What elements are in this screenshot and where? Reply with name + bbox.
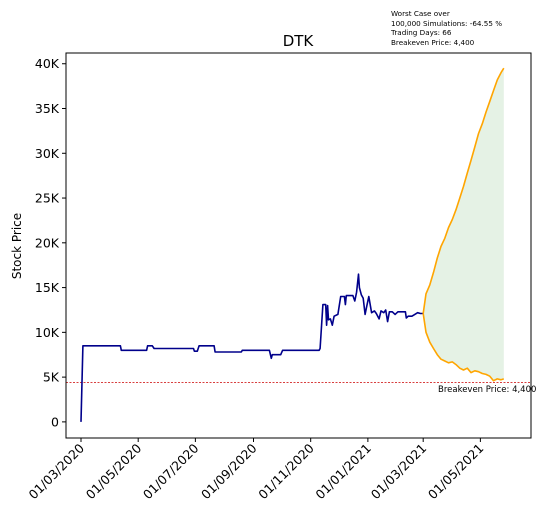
annotation-line-2: 100,000 Simulations: -64.55 % [391, 18, 503, 28]
annotation-line-4: Breakeven Price: 4,400 [391, 37, 475, 47]
y-tick-label: 20K [35, 235, 60, 250]
y-axis-label: Stock Price [10, 213, 24, 279]
chart-title: DTK [283, 32, 315, 50]
x-tick-label: 01/03/2021 [368, 441, 430, 503]
plot-layer [66, 67, 531, 422]
y-tick-label: 30K [35, 146, 60, 161]
y-tick-label: 35K [35, 101, 60, 116]
breakeven-label: Breakeven Price: 4,400 [438, 385, 536, 395]
y-tick-label: 15K [35, 280, 60, 295]
y-axis: 0 5K 10K 15K 20K 25K 30K 35K 40K [35, 56, 66, 429]
lower-bound-line [422, 313, 505, 382]
annotation-line-3: Trading Days: 66 [391, 28, 452, 37]
x-tick-label: 01/05/2021 [425, 441, 487, 503]
simulation-band [423, 68, 504, 381]
simulation-annotation: Worst Case over 100,000 Simulations: -64… [391, 9, 502, 47]
annotation-line-1: Worst Case over [391, 9, 450, 18]
x-tick-label: 01/01/2021 [312, 441, 374, 503]
x-axis: 01/03/202001/05/202001/07/202001/09/2020… [26, 438, 487, 503]
y-tick-label: 40K [35, 56, 60, 71]
x-tick-label: 01/09/2020 [198, 440, 260, 502]
y-tick-label: 5K [43, 370, 60, 385]
plot-frame [65, 52, 532, 439]
x-tick-label: 01/07/2020 [140, 440, 202, 502]
upper-bound-line [422, 67, 505, 314]
x-tick-label: 01/11/2020 [255, 440, 317, 502]
y-tick-label: 0 [51, 414, 59, 429]
x-tick-label: 01/05/2020 [83, 440, 145, 502]
y-tick-label: 10K [35, 325, 60, 340]
y-tick-label: 25K [35, 191, 60, 206]
x-tick-label: 01/03/2020 [26, 440, 88, 502]
history-line [80, 273, 424, 422]
